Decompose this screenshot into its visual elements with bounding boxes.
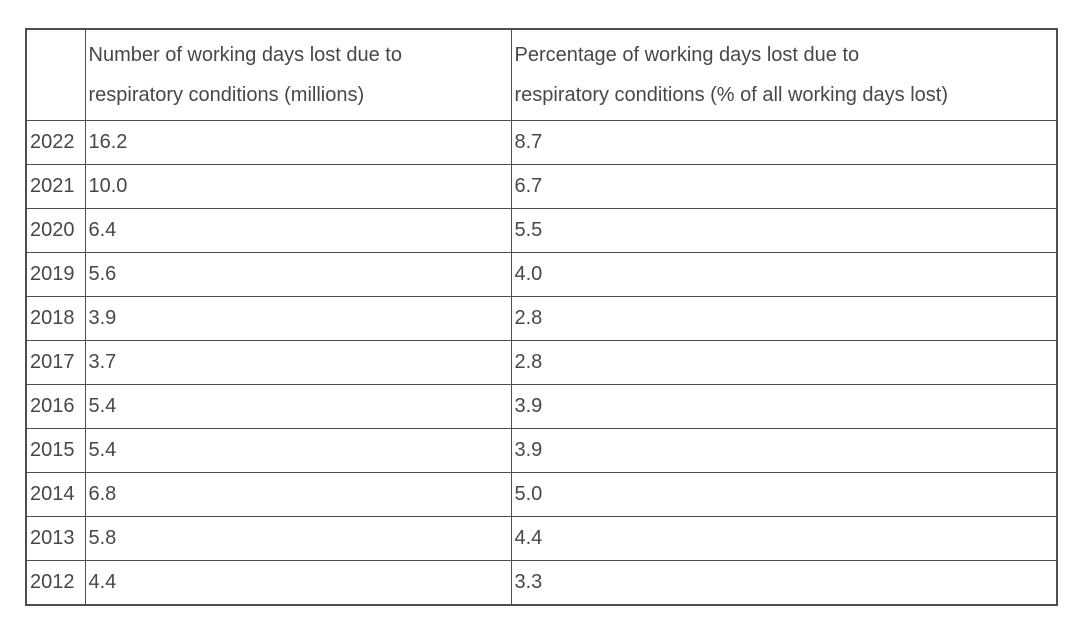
days-lost-cell: 4.4 bbox=[84, 560, 512, 606]
percentage-cell: 8.7 bbox=[510, 120, 1058, 165]
days-lost-cell: 3.9 bbox=[84, 296, 512, 341]
column-header-days-lost: Number of working days lost due to respi… bbox=[84, 28, 512, 121]
year-cell: 2018 bbox=[25, 296, 86, 341]
days-lost-cell: 6.8 bbox=[84, 472, 512, 517]
days-lost-cell: 5.8 bbox=[84, 516, 512, 561]
respiratory-working-days-table: Number of working days lost due to respi… bbox=[25, 28, 1058, 606]
percentage-cell: 3.9 bbox=[510, 428, 1058, 473]
table-row: 2019 5.6 4.0 bbox=[25, 252, 1058, 297]
days-lost-cell: 5.4 bbox=[84, 428, 512, 473]
table-row: 2016 5.4 3.9 bbox=[25, 384, 1058, 429]
percentage-cell: 5.0 bbox=[510, 472, 1058, 517]
percentage-cell: 3.9 bbox=[510, 384, 1058, 429]
column-header-year bbox=[25, 28, 86, 121]
days-lost-cell: 6.4 bbox=[84, 208, 512, 253]
percentage-cell: 4.4 bbox=[510, 516, 1058, 561]
percentage-cell: 2.8 bbox=[510, 296, 1058, 341]
year-cell: 2012 bbox=[25, 560, 86, 606]
year-cell: 2021 bbox=[25, 164, 86, 209]
table-row: 2013 5.8 4.4 bbox=[25, 516, 1058, 561]
header-row: Number of working days lost due to respi… bbox=[25, 28, 1058, 121]
table-row: 2021 10.0 6.7 bbox=[25, 164, 1058, 209]
table-row: 2020 6.4 5.5 bbox=[25, 208, 1058, 253]
year-cell: 2013 bbox=[25, 516, 86, 561]
percentage-cell: 6.7 bbox=[510, 164, 1058, 209]
year-cell: 2016 bbox=[25, 384, 86, 429]
percentage-cell: 5.5 bbox=[510, 208, 1058, 253]
percentage-cell: 4.0 bbox=[510, 252, 1058, 297]
table-row: 2012 4.4 3.3 bbox=[25, 560, 1058, 606]
table-row: 2018 3.9 2.8 bbox=[25, 296, 1058, 341]
year-cell: 2017 bbox=[25, 340, 86, 385]
table-row: 2017 3.7 2.8 bbox=[25, 340, 1058, 385]
year-cell: 2020 bbox=[25, 208, 86, 253]
year-cell: 2015 bbox=[25, 428, 86, 473]
percentage-cell: 3.3 bbox=[510, 560, 1058, 606]
days-lost-cell: 5.6 bbox=[84, 252, 512, 297]
year-cell: 2022 bbox=[25, 120, 86, 165]
table-row: 2022 16.2 8.7 bbox=[25, 120, 1058, 165]
days-lost-cell: 16.2 bbox=[84, 120, 512, 165]
table-row: 2015 5.4 3.9 bbox=[25, 428, 1058, 473]
year-cell: 2014 bbox=[25, 472, 86, 517]
days-lost-cell: 5.4 bbox=[84, 384, 512, 429]
days-lost-cell: 10.0 bbox=[84, 164, 512, 209]
table-body: 2022 16.2 8.7 2021 10.0 6.7 2020 6.4 5.5… bbox=[25, 120, 1058, 606]
table-row: 2014 6.8 5.0 bbox=[25, 472, 1058, 517]
percentage-cell: 2.8 bbox=[510, 340, 1058, 385]
column-header-percentage: Percentage of working days lost due to r… bbox=[510, 28, 1058, 121]
days-lost-cell: 3.7 bbox=[84, 340, 512, 385]
year-cell: 2019 bbox=[25, 252, 86, 297]
